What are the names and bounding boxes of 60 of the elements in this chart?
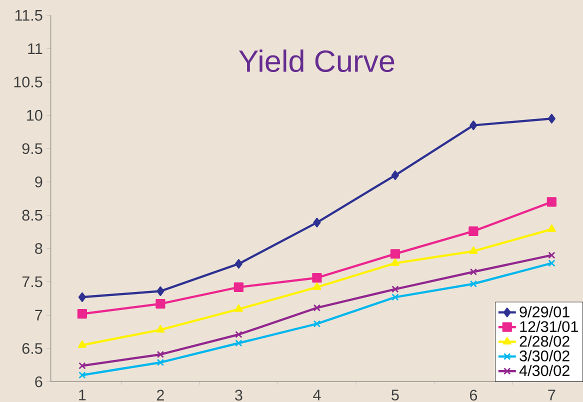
point <box>78 340 86 348</box>
point <box>235 330 242 338</box>
y-tick-label: 7 <box>35 310 42 320</box>
x-tick-label: 5 <box>392 390 399 400</box>
point <box>470 120 478 130</box>
point <box>312 282 322 290</box>
legend-label: 9/29/01 <box>520 306 570 318</box>
point <box>392 294 399 301</box>
point <box>470 280 478 288</box>
point <box>156 298 166 309</box>
point <box>469 246 478 254</box>
y-tick-label: 9 <box>35 176 42 188</box>
point <box>77 308 87 319</box>
point <box>547 224 556 232</box>
point <box>235 339 242 347</box>
point <box>78 362 86 370</box>
point <box>156 324 165 333</box>
point <box>391 170 399 180</box>
point <box>313 304 321 312</box>
legend-label: 12/31/01 <box>520 320 578 332</box>
point <box>156 286 164 296</box>
point <box>468 226 478 236</box>
y-tick-label: 6 <box>35 376 42 388</box>
y-tick-label: 6.5 <box>22 342 42 354</box>
y-tick-label: 8.5 <box>22 210 42 221</box>
x-tick-label: 3 <box>235 390 242 401</box>
text: Yield Curve <box>238 49 394 72</box>
point <box>548 260 556 267</box>
point <box>548 114 556 124</box>
legend-label: 3/30/02 <box>520 350 570 362</box>
point <box>548 252 556 259</box>
x-tick-label: 6 <box>470 390 478 401</box>
y-tick-label: 8 <box>35 243 42 254</box>
y-tick-label: 9.5 <box>22 143 42 154</box>
point <box>156 350 164 358</box>
x-tick-label: 7 <box>548 390 556 400</box>
x-tick-label: 2 <box>156 390 164 400</box>
y-tick-label: 10.5 <box>14 76 42 88</box>
point <box>312 272 322 283</box>
y-tick-label: 7.5 <box>22 276 42 288</box>
point <box>392 286 399 293</box>
point <box>234 259 242 269</box>
point <box>78 292 86 302</box>
y-tick-label: 11 <box>28 43 42 54</box>
point <box>470 268 478 276</box>
point <box>156 358 164 366</box>
x-tick-label: 4 <box>313 390 321 400</box>
y-tick-label: 10 <box>27 110 42 121</box>
point <box>234 304 243 312</box>
point <box>546 197 556 207</box>
point <box>390 258 400 266</box>
point <box>313 218 321 228</box>
legend-label: 4/30/02 <box>519 364 570 376</box>
point <box>234 282 244 292</box>
x-tick-label: 1 <box>79 390 86 400</box>
legend-label: 2/28/02 <box>520 335 570 347</box>
y-tick-label: 11.5 <box>15 10 42 21</box>
point <box>78 371 86 379</box>
point <box>390 249 400 259</box>
point <box>313 320 321 328</box>
